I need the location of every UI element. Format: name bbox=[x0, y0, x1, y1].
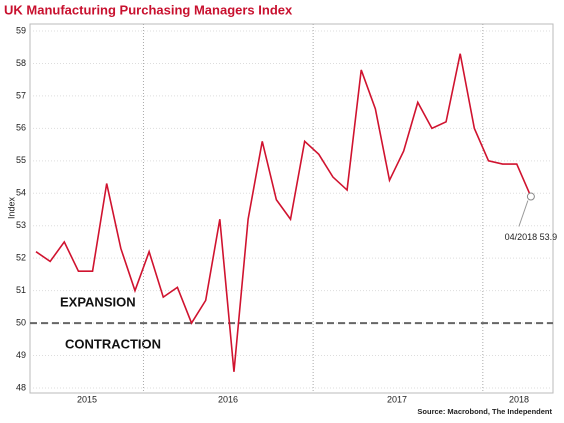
y-tick-label: 53 bbox=[16, 220, 26, 230]
y-tick-label: 52 bbox=[16, 253, 26, 263]
annotation: CONTRACTION bbox=[65, 336, 161, 351]
y-tick-label: 59 bbox=[16, 25, 26, 35]
chart-title: UK Manufacturing Purchasing Managers Ind… bbox=[4, 2, 293, 17]
y-tick-label: 55 bbox=[16, 155, 26, 165]
point-label: 04/2018 53.9 bbox=[505, 232, 558, 242]
x-tick-label: 2015 bbox=[77, 394, 97, 404]
plot-frame bbox=[29, 23, 554, 394]
x-tick-label: 2018 bbox=[509, 394, 529, 404]
y-axis-label: Index bbox=[6, 196, 16, 219]
y-tick-label: 49 bbox=[16, 350, 26, 360]
source: Source: Macrobond, The Independent bbox=[417, 407, 552, 416]
y-tick-label: 50 bbox=[16, 317, 26, 327]
annotation: EXPANSION bbox=[60, 294, 136, 309]
last-point bbox=[526, 192, 535, 201]
y-tick-label: 48 bbox=[16, 382, 26, 392]
callout-line bbox=[518, 200, 529, 227]
y-tick-label: 58 bbox=[16, 58, 26, 68]
y-tick-label: 56 bbox=[16, 123, 26, 133]
x-tick-label: 2017 bbox=[387, 394, 407, 404]
y-tick-label: 54 bbox=[16, 188, 26, 198]
x-tick-label: 2016 bbox=[218, 394, 238, 404]
y-tick-label: 51 bbox=[16, 285, 26, 295]
y-tick-label: 57 bbox=[16, 90, 26, 100]
line-series bbox=[35, 53, 532, 372]
